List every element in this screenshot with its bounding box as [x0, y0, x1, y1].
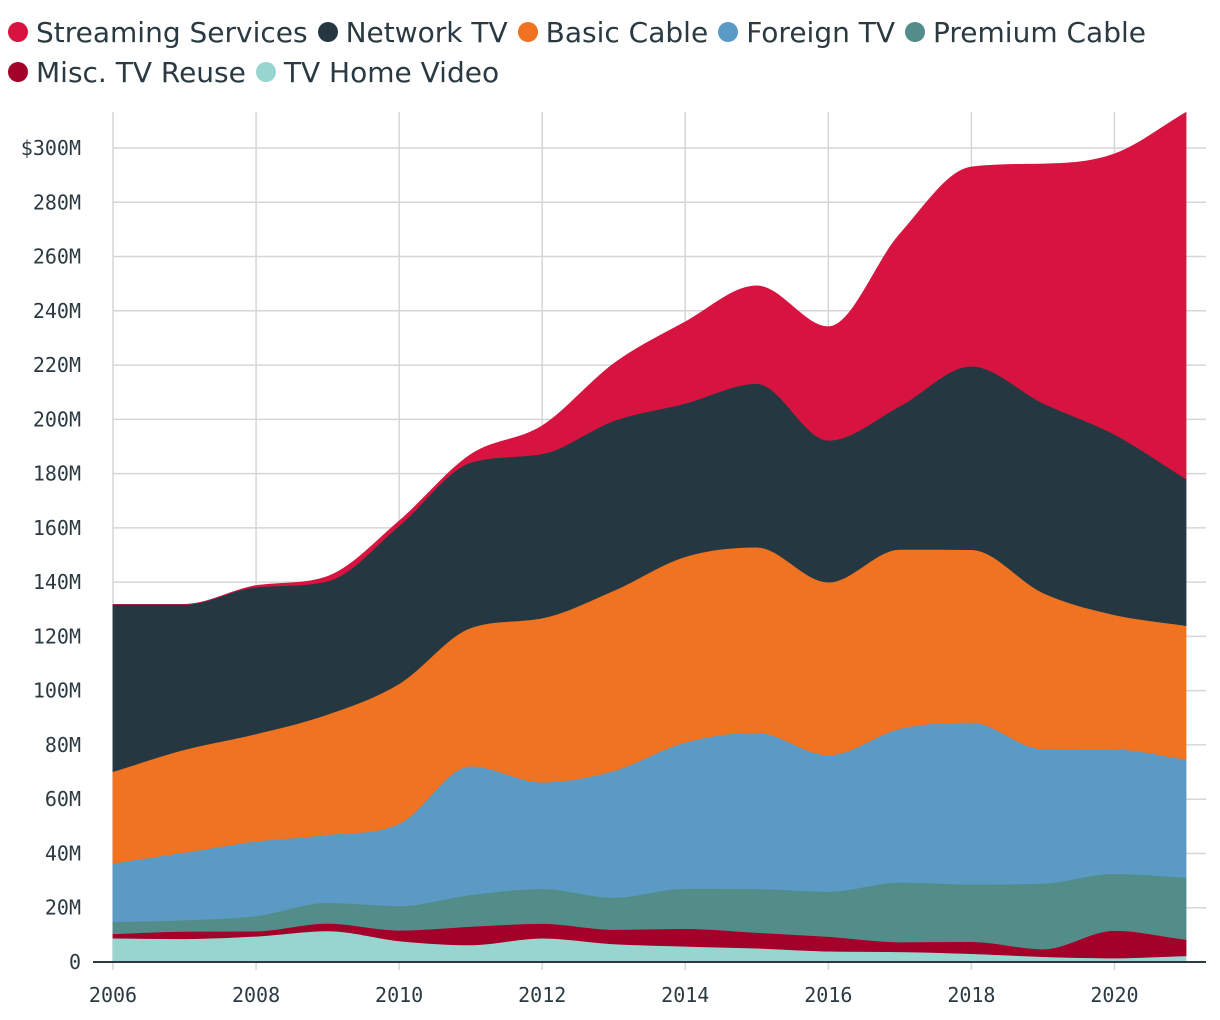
legend-marker-streaming-services — [8, 22, 28, 42]
x-tick-label: 2018 — [947, 983, 995, 1007]
legend-item-misc-tv-reuse[interactable]: Misc. TV Reuse — [8, 56, 246, 89]
y-tick-label: 280M — [33, 190, 81, 214]
y-tick-label: 20M — [45, 896, 81, 920]
axes: 0 20M 40M 60M 80M 100M 120M 140M 160M 180M 200M 220… — [21, 136, 1206, 1007]
legend-marker-basic-cable — [517, 22, 538, 42]
legend-marker-foreign-tv — [718, 22, 739, 42]
legend-item-network-tv[interactable]: Network TV — [317, 15, 508, 49]
legend-label-tv-home-video: TV Home Video — [283, 55, 500, 89]
y-tick-label: 40M — [45, 841, 81, 865]
legend-row-1: Streaming Services Network TV Basic Cabl… — [8, 12, 1208, 52]
y-tick-label: 240M — [33, 299, 81, 323]
legend-label-misc-tv-reuse: Misc. TV Reuse — [36, 55, 246, 89]
legend-label-basic-cable: Basic Cable — [545, 15, 709, 49]
legend-item-premium-cable[interactable]: Premium Cable — [905, 16, 1146, 49]
x-tick-label: 2012 — [518, 983, 566, 1007]
y-tick-label: 260M — [33, 245, 81, 269]
legend-marker-misc-tv-reuse — [8, 62, 28, 82]
x-tick-label: 2010 — [375, 983, 423, 1007]
area-series — [112, 111, 1187, 963]
x-tick-label: 2016 — [804, 983, 852, 1007]
legend-marker-tv-home-video — [255, 62, 276, 82]
legend-item-foreign-tv[interactable]: Foreign TV — [718, 16, 895, 49]
x-tick-label: 2008 — [232, 983, 280, 1007]
y-tick-label: $300M — [21, 136, 81, 160]
legend-label-premium-cable: Premium Cable — [933, 15, 1146, 49]
y-tick-label: 220M — [33, 353, 81, 377]
legend-item-tv-home-video[interactable]: TV Home Video — [255, 55, 500, 89]
y-tick-label: 100M — [33, 679, 81, 703]
area-streaming-services[interactable] — [113, 111, 1187, 605]
x-tick-label: 2020 — [1090, 983, 1138, 1007]
legend-label-foreign-tv: Foreign TV — [746, 15, 896, 49]
x-tick-label: 2006 — [89, 983, 137, 1007]
legend-marker-network-tv — [317, 22, 338, 42]
legend-label-streaming-services: Streaming Services — [36, 15, 308, 49]
y-tick-label: 0 — [69, 950, 81, 974]
y-tick-label: 160M — [33, 516, 81, 540]
y-tick-label: 80M — [45, 733, 81, 757]
legend-marker-premium-cable — [905, 22, 926, 42]
y-tick-label: 60M — [45, 787, 81, 811]
legend-row-2: Misc. TV Reuse TV Home Video — [8, 52, 1208, 92]
y-tick-label: 120M — [33, 624, 81, 648]
x-tick-label: 2014 — [661, 983, 709, 1007]
y-tick-label: 200M — [33, 407, 81, 431]
legend-label-network-tv: Network TV — [345, 15, 508, 49]
y-tick-label: 180M — [33, 462, 81, 486]
legend-item-basic-cable[interactable]: Basic Cable — [517, 15, 709, 49]
legend: Streaming Services Network TV Basic Cabl… — [8, 12, 1208, 92]
y-tick-label: 140M — [33, 570, 81, 594]
legend-item-streaming-services[interactable]: Streaming Services — [8, 16, 308, 49]
